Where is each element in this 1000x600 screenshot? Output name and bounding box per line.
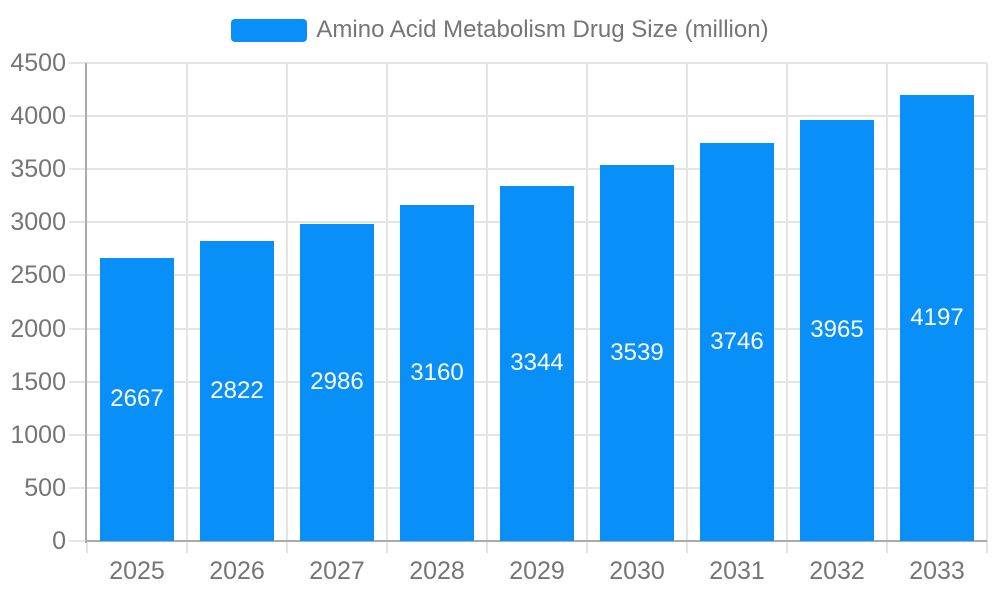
gridline-vertical — [286, 63, 288, 541]
y-axis-label: 2000 — [10, 314, 66, 343]
x-axis-label: 2033 — [909, 557, 965, 585]
bar-2027[interactable]: 2986 — [300, 223, 374, 541]
x-axis-tick — [486, 541, 488, 553]
y-axis-label: 4500 — [10, 49, 66, 77]
x-axis-tick — [186, 541, 188, 553]
gridline-vertical — [686, 63, 688, 541]
x-axis-tick — [686, 541, 688, 553]
x-axis-tick — [786, 541, 788, 553]
bar-value-label: 4197 — [910, 304, 964, 332]
y-axis-label: 3000 — [10, 208, 66, 237]
bar-value-label: 3746 — [710, 328, 764, 356]
gridline-vertical — [886, 63, 888, 541]
bar-value-label: 2822 — [210, 377, 264, 405]
gridline-vertical — [486, 63, 488, 541]
y-axis-label: 4000 — [10, 102, 66, 131]
x-axis-tick — [86, 541, 88, 553]
x-axis-tick — [386, 541, 388, 553]
y-axis-tick — [69, 115, 87, 118]
x-axis-label: 2028 — [409, 557, 465, 585]
x-axis-label: 2029 — [509, 557, 565, 585]
gridline-vertical — [786, 63, 788, 541]
legend-label[interactable]: Amino Acid Metabolism Drug Size (million… — [316, 16, 769, 43]
x-axis-tick — [586, 541, 588, 553]
x-axis-line — [85, 540, 987, 542]
bar-2029[interactable]: 3344 — [500, 185, 574, 541]
x-axis-tick — [886, 541, 888, 553]
bar-2028[interactable]: 3160 — [400, 205, 474, 541]
y-axis-tick — [69, 486, 87, 489]
y-axis-label: 1500 — [10, 367, 66, 396]
y-axis-tick — [69, 540, 87, 542]
bar-value-label: 3539 — [610, 339, 664, 367]
bar-2025[interactable]: 2667 — [100, 257, 174, 541]
x-axis-label: 2025 — [109, 557, 165, 585]
legend-swatch[interactable] — [231, 18, 308, 42]
x-axis-label: 2026 — [209, 557, 265, 585]
y-axis-tick — [69, 274, 87, 277]
bar-value-label: 2667 — [110, 385, 164, 413]
bar-value-label: 3160 — [410, 359, 464, 387]
gridline-vertical — [986, 63, 988, 541]
bar-2033[interactable]: 4197 — [900, 95, 974, 541]
bar-2030[interactable]: 3539 — [600, 165, 674, 541]
bar-value-label: 3344 — [510, 349, 564, 377]
bar-value-label: 2986 — [310, 368, 364, 396]
x-axis-label: 2030 — [609, 557, 665, 585]
y-axis-line — [85, 63, 87, 543]
y-axis-label: 500 — [24, 473, 66, 502]
y-axis-tick — [69, 433, 87, 436]
gridline-vertical — [186, 63, 188, 541]
bar-2026[interactable]: 2822 — [200, 241, 274, 541]
y-axis-tick — [69, 168, 87, 171]
legend[interactable]: Amino Acid Metabolism Drug Size (million… — [0, 16, 1000, 44]
y-axis-label: 2500 — [10, 261, 66, 290]
y-axis-tick — [69, 221, 87, 224]
y-axis-tick — [69, 327, 87, 330]
x-axis-label: 2027 — [309, 557, 365, 585]
y-axis-label: 1000 — [10, 420, 66, 449]
x-axis-tick — [286, 541, 288, 553]
x-axis-tick — [986, 541, 988, 553]
y-axis-tick — [69, 380, 87, 383]
x-axis-label: 2031 — [709, 557, 765, 585]
gridline-horizontal — [87, 168, 987, 171]
bar-2031[interactable]: 3746 — [700, 143, 774, 541]
gridline-horizontal — [87, 115, 987, 118]
y-axis-label: 3500 — [10, 155, 66, 184]
gridline-vertical — [386, 63, 388, 541]
gridline-horizontal — [87, 62, 987, 64]
bar-value-label: 3965 — [810, 316, 864, 344]
y-axis-tick — [69, 62, 87, 64]
x-axis-label: 2032 — [809, 557, 865, 585]
y-axis-label: 0 — [52, 527, 66, 555]
bar-2032[interactable]: 3965 — [800, 119, 874, 541]
gridline-vertical — [586, 63, 588, 541]
